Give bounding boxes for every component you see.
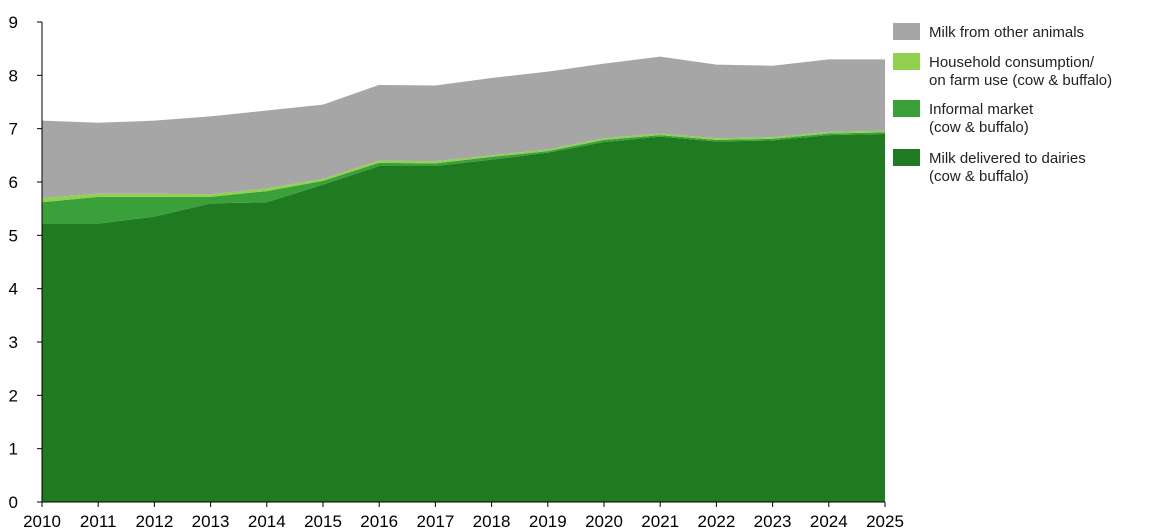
legend-swatch — [893, 149, 920, 166]
area-series-group — [42, 56, 885, 502]
x-tick-label: 2018 — [473, 512, 511, 530]
x-tick-label: 2023 — [754, 512, 792, 530]
area-series-2 — [42, 130, 885, 203]
x-tick-label: 2014 — [248, 512, 286, 530]
area-series-1 — [42, 132, 885, 224]
y-tick-label: 5 — [9, 226, 18, 245]
x-tick-label: 2025 — [866, 512, 904, 530]
x-tick-label: 2019 — [529, 512, 567, 530]
area-series-3 — [42, 56, 885, 198]
x-tick-label: 2022 — [697, 512, 735, 530]
y-tick-label: 0 — [9, 493, 18, 512]
legend-label: Milk from other animals — [929, 24, 1084, 41]
x-tick-label: 2011 — [80, 512, 117, 530]
x-tick-label: 2024 — [810, 512, 848, 530]
legend-swatch — [893, 23, 920, 40]
legend-swatch — [893, 100, 920, 117]
legend-label: Informal market (cow & buffalo) — [929, 101, 1034, 136]
x-tick-label: 2016 — [360, 512, 398, 530]
y-tick-label: 2 — [9, 386, 18, 405]
y-tick-label: 8 — [9, 66, 18, 85]
legend-swatch — [893, 53, 920, 70]
x-tick-label: 2017 — [416, 512, 454, 530]
legend-label: Household consumption/on farm use (cow &… — [929, 54, 1112, 89]
y-tick-label: 3 — [9, 333, 18, 352]
x-tick-label: 2010 — [23, 512, 61, 530]
area-series-0 — [42, 134, 885, 502]
y-tick-label: 4 — [9, 280, 18, 299]
y-tick-label: 7 — [9, 120, 18, 139]
x-tick-label: 2013 — [192, 512, 230, 530]
x-tick-label: 2015 — [304, 512, 342, 530]
x-tick-label: 2021 — [641, 512, 679, 530]
legend-label: Milk delivered to dairies (cow & buffalo) — [929, 150, 1086, 185]
axes-group: 0 1 2 3 4 5 6 7 8 9 2010 2011 2012 2013 2014 2015 2016 20… — [9, 13, 904, 530]
legend: Milk from other animals Household consump… — [893, 23, 1112, 185]
x-tick-label: 2020 — [585, 512, 623, 530]
y-tick-label: 6 — [9, 173, 18, 192]
x-tick-label: 2012 — [135, 512, 173, 530]
y-tick-label: 1 — [9, 440, 18, 459]
y-tick-label: 9 — [9, 13, 18, 32]
